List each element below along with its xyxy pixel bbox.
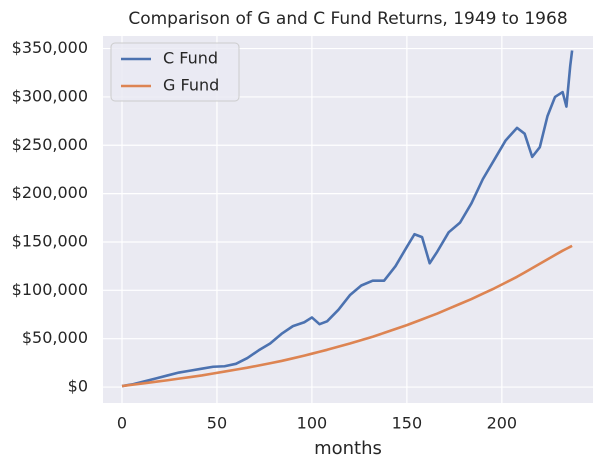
y-tick-label: $150,000	[12, 231, 88, 250]
y-tick-label: $300,000	[12, 86, 88, 105]
y-tick-label: $0	[68, 377, 88, 396]
x-tick-label: 150	[392, 414, 423, 433]
x-tick-label: 200	[487, 414, 518, 433]
legend-label: C Fund	[163, 49, 218, 68]
x-tick-label: 100	[297, 414, 328, 433]
y-tick-label: $250,000	[12, 135, 88, 154]
legend-label: G Fund	[163, 76, 219, 95]
series-line	[121, 50, 574, 388]
legend: C Fund G Fund	[110, 42, 240, 102]
series-line	[121, 244, 573, 388]
chart-title: Comparison of G and C Fund Returns, 1949…	[128, 9, 567, 29]
y-tick-label: $350,000	[12, 38, 88, 57]
y-tick-label: $100,000	[12, 280, 88, 299]
y-tick-label: $200,000	[12, 183, 88, 202]
x-tick-label: 50	[207, 414, 227, 433]
x-tick-label: 0	[117, 414, 127, 433]
x-axis-label: months	[314, 438, 382, 459]
y-tick-label: $50,000	[22, 328, 88, 347]
